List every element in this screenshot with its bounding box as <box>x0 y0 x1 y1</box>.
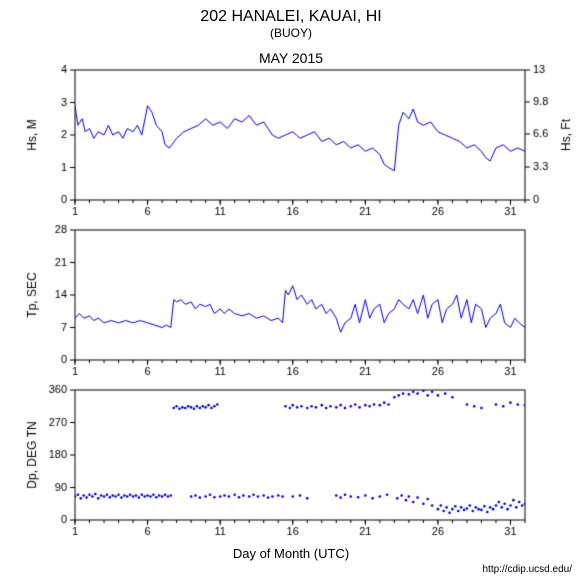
title-block: 202 HANALEI, KAUAI, HI (BUOY) <box>0 8 582 40</box>
subtitle: (BUOY) <box>0 26 582 40</box>
period-label: MAY 2015 <box>0 50 582 66</box>
x-axis-label: Day of Month (UTC) <box>0 546 582 561</box>
main-title: 202 HANALEI, KAUAI, HI <box>0 8 582 26</box>
chart-page: 202 HANALEI, KAUAI, HI (BUOY) MAY 2015 D… <box>0 0 582 581</box>
chart-canvas <box>0 0 582 581</box>
source-url: http://cdip.ucsd.edu/ <box>482 564 572 575</box>
